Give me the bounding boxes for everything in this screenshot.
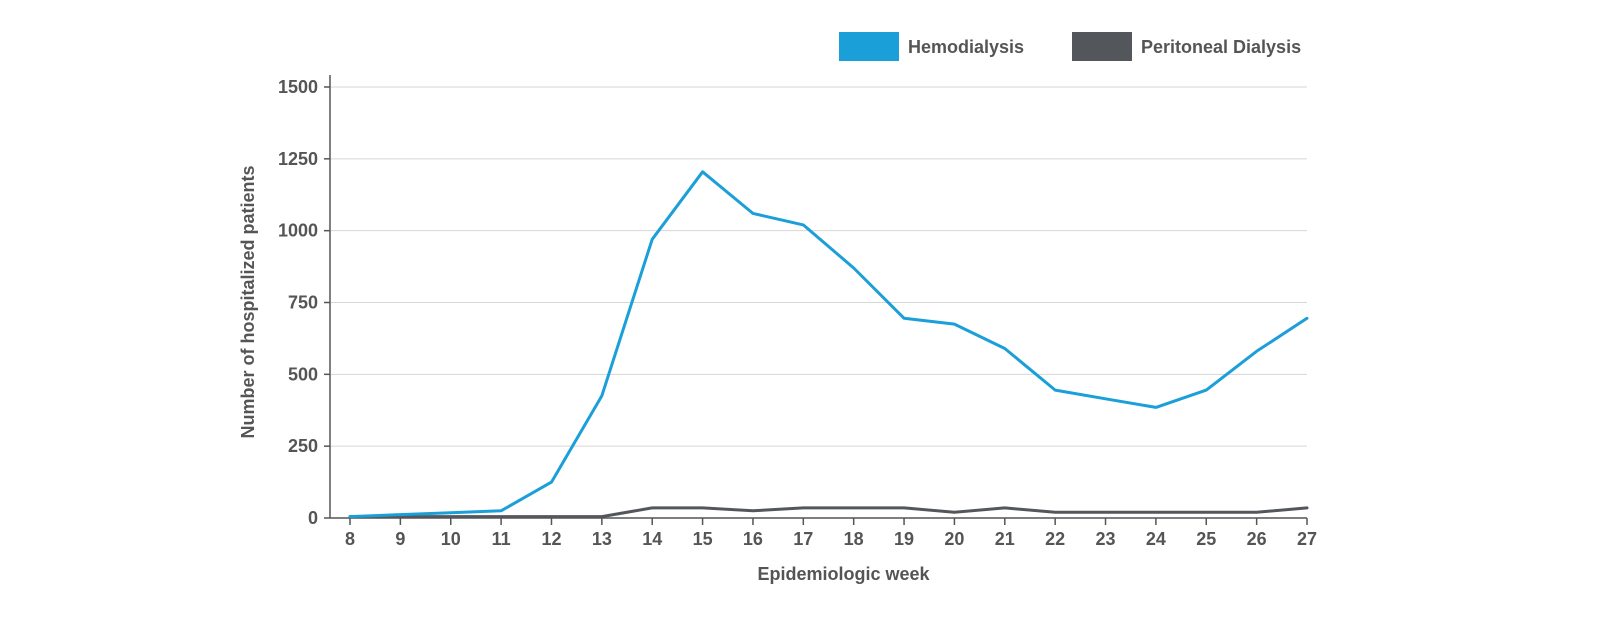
x-tick-label: 18 [844, 529, 864, 549]
axes [329, 75, 1307, 519]
x-tick-label: 19 [894, 529, 914, 549]
y-tick-label: 500 [288, 364, 318, 384]
x-tick-label: 14 [642, 529, 662, 549]
legend: Hemodialysis Peritoneal Dialysis [839, 32, 1301, 61]
y-tick-label: 1000 [278, 221, 318, 241]
gridlines [330, 86, 1307, 447]
x-axis-ticks: 8 9 10 11 12 13 14 15 16 17 18 19 20 21 22 23 24 25 26 27 [345, 518, 1317, 549]
series-line-peritoneal-dialysis [348, 506, 1309, 519]
x-tick-label: 17 [793, 529, 813, 549]
x-tick-label: 16 [743, 529, 763, 549]
legend-label-hemodialysis: Hemodialysis [908, 37, 1024, 57]
x-tick-label: 13 [592, 529, 612, 549]
x-tick-label: 9 [395, 529, 405, 549]
series-line-hemodialysis [348, 170, 1309, 519]
x-tick-label: 26 [1247, 529, 1267, 549]
legend-swatch-peritoneal-dialysis [1072, 32, 1132, 61]
legend-label-peritoneal-dialysis: Peritoneal Dialysis [1141, 37, 1301, 57]
y-axis-ticks: 0 250 500 750 1000 1250 1500 [278, 77, 330, 528]
y-tick-label: 250 [288, 436, 318, 456]
legend-swatch-hemodialysis [839, 32, 899, 61]
y-tick-label: 1500 [278, 77, 318, 97]
x-tick-label: 27 [1297, 529, 1317, 549]
y-axis-title: Number of hospitalized patients [238, 165, 258, 438]
x-tick-label: 10 [441, 529, 461, 549]
y-tick-label: 750 [288, 293, 318, 313]
x-axis-title: Epidemiologic week [757, 564, 930, 584]
x-tick-label: 22 [1045, 529, 1065, 549]
x-tick-label: 25 [1196, 529, 1216, 549]
y-tick-label: 1250 [278, 149, 318, 169]
x-tick-label: 12 [541, 529, 561, 549]
x-tick-label: 11 [492, 529, 511, 549]
series-layer [348, 170, 1309, 519]
x-tick-label: 15 [693, 529, 713, 549]
y-tick-label: 0 [308, 508, 318, 528]
x-tick-label: 21 [995, 529, 1015, 549]
x-tick-label: 8 [345, 529, 355, 549]
x-tick-label: 20 [944, 529, 964, 549]
x-tick-label: 23 [1096, 529, 1116, 549]
x-tick-label: 24 [1146, 529, 1166, 549]
